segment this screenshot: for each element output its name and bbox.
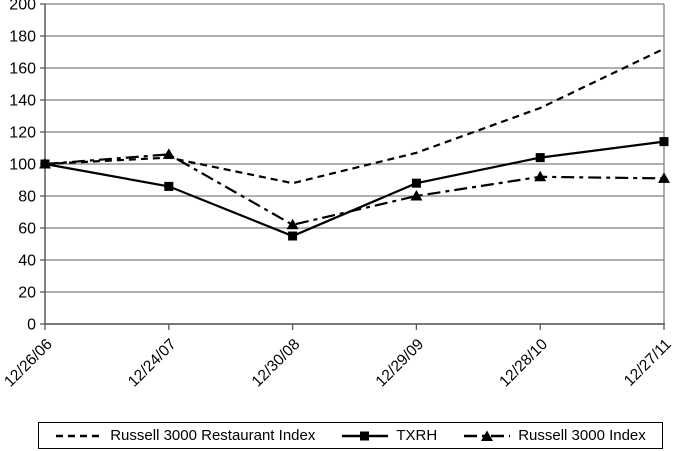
square-marker: [535, 153, 545, 163]
legend-label: Russell 3000 Restaurant Index: [110, 427, 316, 444]
y-tick-label: 180: [9, 29, 36, 46]
legend: Russell 3000 Restaurant Index TXRH Russell…: [38, 422, 663, 449]
x-tick-label: 12/29/09: [373, 336, 428, 391]
legend-item-dashdot: Russell 3000 Index: [463, 428, 646, 443]
y-tick-label: 160: [9, 61, 36, 78]
triangle-marker: [658, 172, 670, 183]
legend-item-solid: TXRH: [341, 428, 437, 443]
legend-sample-dashed: [56, 434, 103, 437]
triangle-marker: [410, 190, 423, 201]
x-tick-label: 12/24/07: [125, 336, 180, 391]
square-marker: [659, 137, 669, 147]
square-marker: [164, 181, 174, 191]
legend-label: TXRH: [396, 427, 438, 444]
y-tick-label: 140: [9, 93, 36, 110]
x-tick-label: 12/26/06: [1, 336, 56, 391]
series-line-solid: [44, 140, 665, 238]
y-tick-label: 60: [18, 221, 36, 238]
triangle-marker: [162, 148, 175, 159]
legend-item-dashed: Russell 3000 Restaurant Index: [55, 428, 315, 443]
y-tick-label: 200: [9, 0, 36, 14]
legend-label: Russell 3000 Index: [518, 427, 646, 444]
plot-svg: 0 20 40 60 80 100 120 140 160 180 200 12/26/06 12/24…: [1, 0, 675, 391]
x-tick-label: 12/30/08: [249, 336, 304, 391]
series-line-dashed: [44, 47, 665, 185]
square-marker: [411, 178, 421, 188]
chart-area: 0 20 40 60 80 100 120 140 160 180 200 12/26/06 12/24…: [1, 0, 675, 391]
legend-sample-solid: [342, 431, 389, 440]
legend-sample-dashdot: [464, 430, 511, 441]
square-marker: [40, 159, 50, 169]
y-tick-label: 0: [27, 317, 36, 334]
y-tick-label: 80: [18, 189, 36, 206]
y-tick-label: 100: [9, 157, 36, 174]
triangle-marker: [534, 170, 547, 182]
series-line-dashdot: [44, 153, 665, 226]
triangle-marker: [286, 218, 299, 230]
x-tick-label: 12/28/10: [496, 336, 551, 391]
y-tick-label: 20: [18, 285, 36, 302]
square-marker: [288, 231, 298, 241]
x-tick-label: 12/27/11: [621, 336, 675, 390]
y-tick-label: 120: [9, 125, 36, 142]
y-tick-label: 40: [18, 253, 36, 270]
